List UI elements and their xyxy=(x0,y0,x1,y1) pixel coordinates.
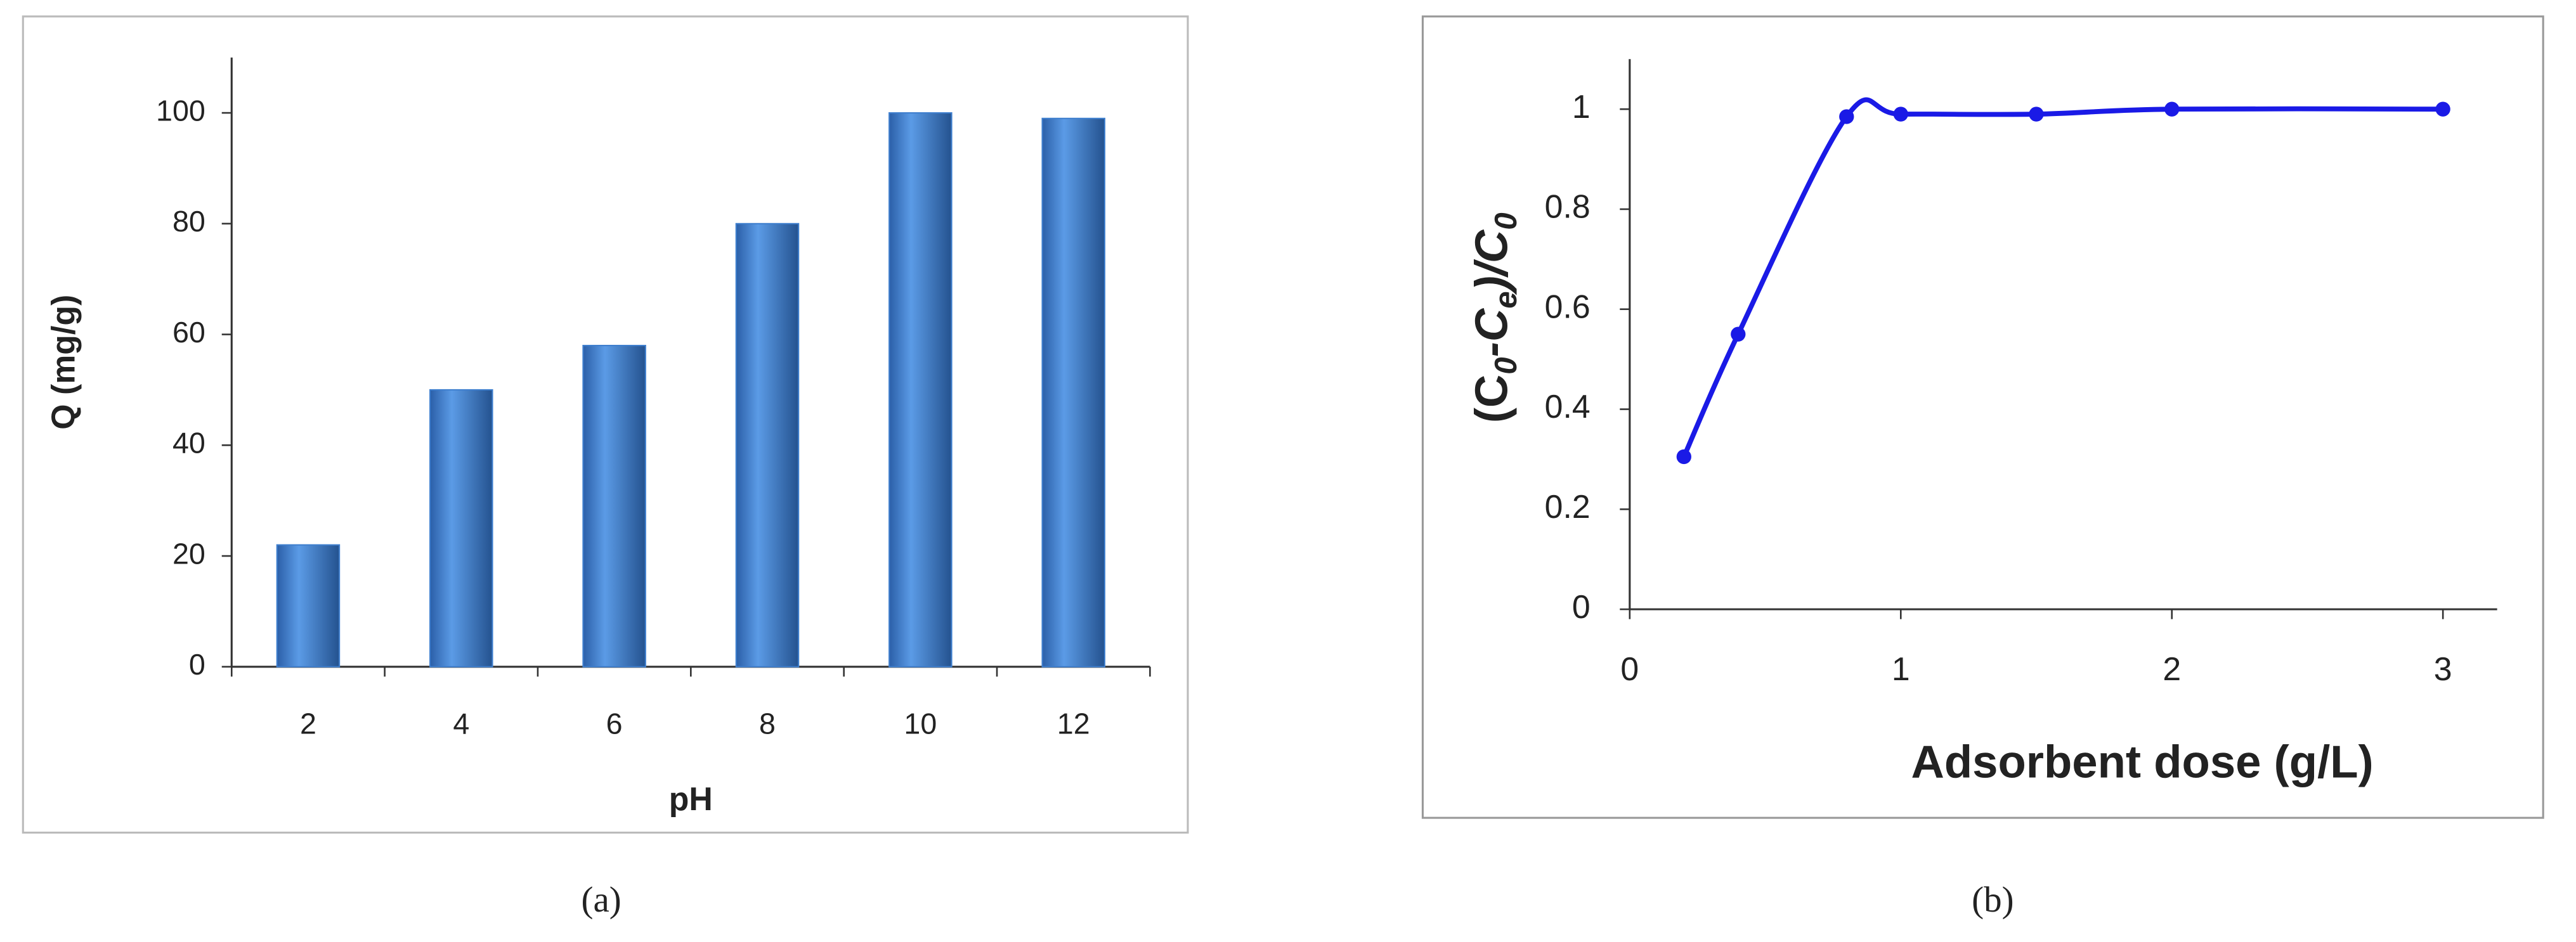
x-tick-label: 10 xyxy=(904,707,937,740)
y-tick-label: 1 xyxy=(1572,88,1590,125)
y-tick-label: 0.2 xyxy=(1545,488,1590,525)
x-tick-label: 4 xyxy=(453,707,469,740)
data-point xyxy=(1731,326,1746,342)
y-tick-label: 20 xyxy=(172,537,205,570)
data-point xyxy=(1839,109,1854,124)
x-axis-title: Adsorbent dose (g/L) xyxy=(1911,736,2374,787)
y-axis-title: Q (mg/g) xyxy=(44,295,81,430)
y-tick-label: 60 xyxy=(172,316,205,349)
x-tick-label: 2 xyxy=(300,707,316,740)
data-point xyxy=(1676,449,1691,465)
bar xyxy=(735,223,800,668)
caption: (b) xyxy=(1972,880,2013,920)
y-tick-label: 0.8 xyxy=(1545,188,1590,225)
y-axis-title-part: e xyxy=(1488,291,1523,308)
y-axis-title-part: )/C xyxy=(1466,229,1518,295)
y-axis-title-part: -C xyxy=(1466,307,1518,357)
x-tick-label: 8 xyxy=(759,707,776,740)
y-axis-title: (C0-Ce)/C0 xyxy=(1466,212,1524,423)
y-axis-title-part: (C xyxy=(1466,375,1518,423)
y-axis-title-part: 0 xyxy=(1488,357,1523,374)
x-tick-label: 6 xyxy=(606,707,623,740)
x-tick-label: 3 xyxy=(2434,650,2452,687)
x-tick-label: 12 xyxy=(1057,707,1090,740)
data-point xyxy=(2435,101,2450,117)
bar xyxy=(429,389,493,668)
y-axis-title-part: 0 xyxy=(1488,212,1523,229)
y-tick-label: 40 xyxy=(172,427,205,460)
bar xyxy=(276,544,341,668)
bar xyxy=(582,344,646,668)
y-tick-label: 0.6 xyxy=(1545,288,1590,325)
y-tick-label: 0.4 xyxy=(1545,388,1590,425)
y-tick-label: 80 xyxy=(172,205,205,238)
data-point xyxy=(2029,106,2044,122)
bar xyxy=(1041,117,1105,668)
y-tick-label: 0 xyxy=(1572,588,1590,625)
data-point xyxy=(1893,106,1908,122)
y-tick-label: 0 xyxy=(189,648,205,681)
panel-frame xyxy=(1421,15,2544,819)
y-tick-label: 100 xyxy=(156,94,205,127)
x-tick-label: 1 xyxy=(1892,650,1910,687)
data-point xyxy=(2164,101,2180,117)
x-tick-label: 2 xyxy=(2163,650,2181,687)
bar xyxy=(888,112,953,668)
x-axis-title: pH xyxy=(669,780,713,817)
x-tick-label: 0 xyxy=(1620,650,1639,687)
caption: (a) xyxy=(582,880,621,920)
